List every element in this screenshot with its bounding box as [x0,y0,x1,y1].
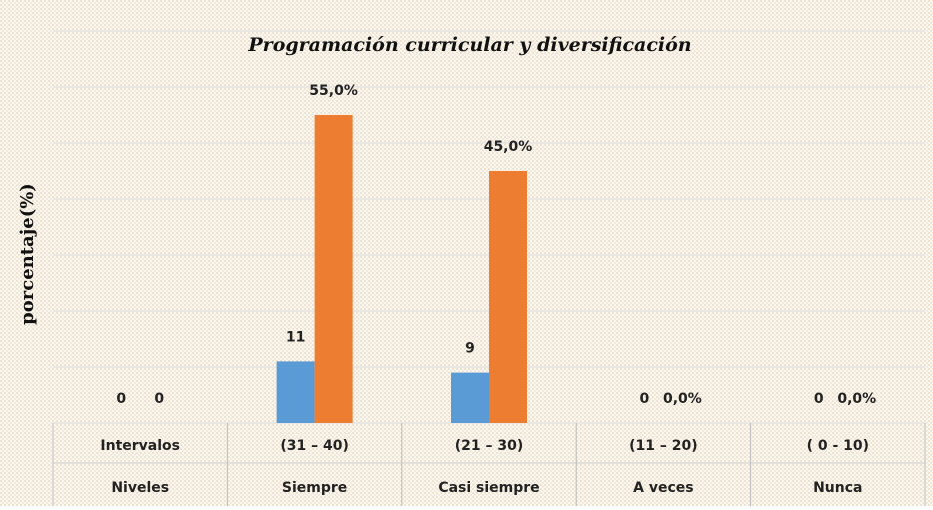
y-axis-label: porcentaje(%) [17,183,38,325]
x-tick-label: (11 – 20) [629,438,698,454]
data-label: 11 [286,329,305,345]
x-tick-sublabel: Niveles [111,480,169,496]
data-label: 45,0% [484,139,533,155]
x-tick-sublabel: Nunca [813,480,862,496]
x-tick-sublabel: Siempre [282,480,347,496]
data-label: 0 [640,391,650,407]
data-label: 55,0% [309,83,358,99]
data-label: 0 [154,391,164,407]
data-label: 0 [116,391,126,407]
data-label: 0,0% [837,391,876,407]
data-label: 9 [465,341,475,357]
bar [314,115,353,423]
bar [276,361,315,423]
x-tick-label: (31 – 40) [280,438,349,454]
data-label: 0,0% [663,391,702,407]
bar [451,372,489,423]
x-tick-sublabel: Casi siempre [438,480,539,496]
bar [489,171,527,423]
x-tick-label: (21 – 30) [455,438,524,454]
x-tick-sublabel: A veces [633,480,693,496]
chart-title: Programación curricular y diversificació… [247,34,691,56]
data-label: 0 [814,391,824,407]
x-tick-label: Intervalos [100,438,180,454]
x-tick-label: ( 0 - 10) [807,438,869,454]
